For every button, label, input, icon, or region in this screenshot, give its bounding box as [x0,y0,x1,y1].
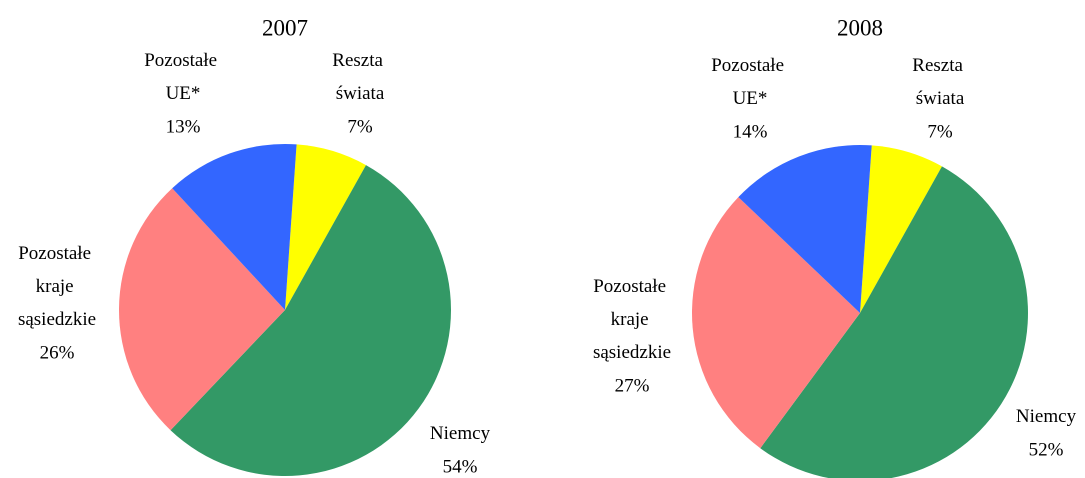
slice-label: Pozostałe UE* [144,50,222,104]
pie-slice [118,188,285,431]
pie-slice [738,145,872,313]
slice-value-label: 13% [166,116,201,137]
slice-label: Reszta świata [912,55,967,109]
chart-title: 2008 [837,15,883,40]
slice-value-label: 52% [1029,439,1064,460]
slice-value-label: 54% [443,456,478,477]
pie-slice [170,165,451,476]
slice-label: Niemcy [430,423,491,444]
pie-slice [860,145,942,313]
slice-value-label: 7% [927,121,953,142]
slice-value-label: 7% [347,116,373,137]
pie-slice [172,144,297,310]
pie-slice [285,144,366,310]
chart-title: 2007 [262,15,308,40]
slice-label: Niemcy [1016,406,1077,427]
slice-label: Pozostałe kraje sąsiedzkie [593,276,671,363]
slice-value-label: 26% [40,342,75,363]
slice-value-label: 27% [615,375,650,396]
slice-label: Reszta świata [332,50,387,104]
slice-label: Pozostałe UE* [711,55,789,109]
pie-slice [760,166,1028,478]
pie-slice [691,197,860,449]
slice-label: Pozostałe kraje sąsiedzkie [18,243,96,330]
slice-value-label: 14% [733,121,768,142]
